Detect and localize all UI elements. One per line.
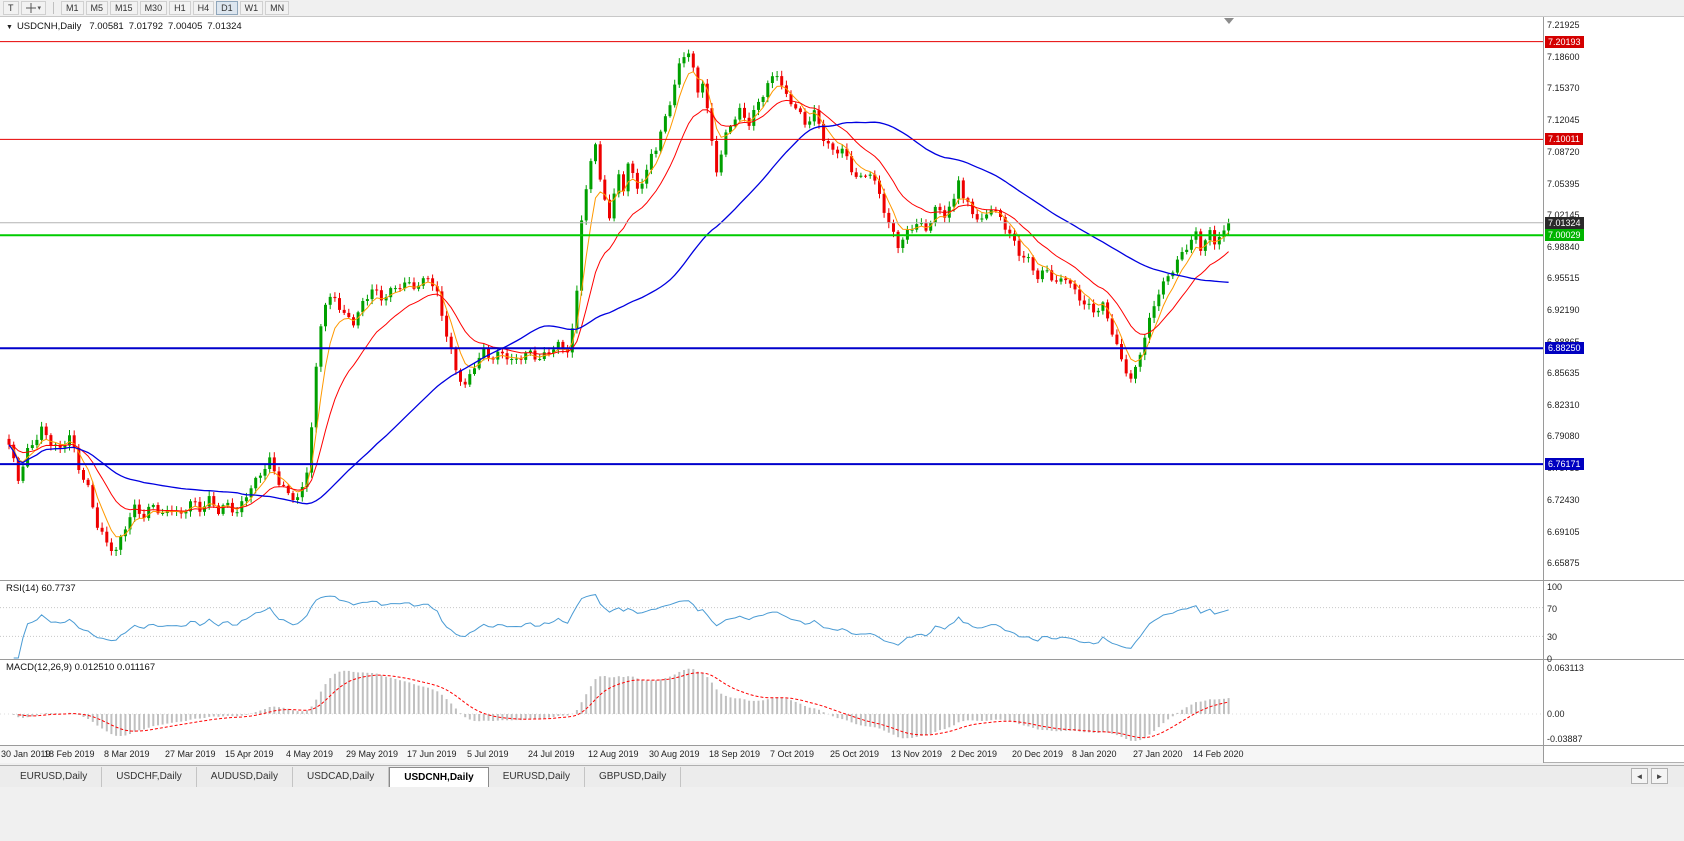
chart-title: ▼ USDCNH,Daily 7.00581 7.01792 7.00405 7.0132… (6, 21, 247, 32)
time-axis-label: 2 Dec 2019 (951, 749, 998, 759)
timeframe-button-m5[interactable]: M5 (85, 1, 109, 15)
chart-symbol: USDCNH,Daily (16, 21, 82, 32)
timeframe-button-m30[interactable]: M30 (139, 1, 168, 15)
price-axis-label: 6.98840 (1547, 242, 1580, 252)
tab-eurusd-daily[interactable]: EURUSD,Daily (6, 767, 103, 787)
tab-audusd-daily[interactable]: AUDUSD,Daily (196, 767, 294, 787)
time-axis-label: 27 Mar 2019 (165, 749, 216, 759)
time-axis-label: 20 Dec 2019 (1012, 749, 1064, 759)
price-badge-resistance-lower: 7.10011 (1545, 133, 1583, 145)
time-axis-label: 25 Oct 2019 (830, 749, 880, 759)
timeframe-button-h4[interactable]: H4 (192, 1, 215, 15)
chart-collapse-icon: ▼ (6, 24, 13, 31)
ohlc-open: 7.00581 (89, 21, 124, 32)
chart-area[interactable]: ▼ USDCNH,Daily 7.00581 7.01792 7.00405 7.0132… (0, 17, 1684, 763)
price-badge-support-blue-lower: 6.76171 (1545, 458, 1584, 470)
time-axis-label: 18 Sep 2019 (709, 749, 761, 759)
macd-axis-label: 0.00 (1547, 709, 1565, 719)
crosshair-icon (25, 3, 36, 13)
rsi-axis-label: 100 (1547, 582, 1563, 592)
time-axis-label: 12 Aug 2019 (588, 749, 639, 759)
price-axis-label: 7.12045 (1547, 115, 1580, 125)
timeframe-button-h1[interactable]: H1 (169, 1, 191, 15)
rsi-axis-label: 30 (1547, 632, 1558, 642)
price-axis-label: 6.85635 (1547, 368, 1580, 378)
chart-canvas[interactable] (0, 17, 1684, 763)
price-badge-support-green: 7.00029 (1545, 229, 1584, 241)
timeframe-toolbar: M1 M5 M15 M30 H1 H4 D1 W1 MN (61, 1, 290, 15)
price-axis-label: 6.95515 (1547, 273, 1580, 283)
price-axis-label: 6.69105 (1547, 527, 1580, 537)
chart-shift-marker-icon (1224, 18, 1234, 24)
time-axis-label: 5 Jul 2019 (467, 749, 509, 759)
toolbar-separator (53, 2, 55, 14)
price-axis-label: 7.08720 (1547, 147, 1580, 157)
price-axis-label: 7.21925 (1547, 20, 1580, 30)
time-axis-label: 24 Jul 2019 (528, 749, 575, 759)
price-axis-label: 7.18600 (1547, 52, 1580, 62)
ohlc-close: 7.01324 (207, 21, 242, 32)
price-axis-label: 6.79080 (1547, 431, 1580, 441)
time-axis-label: 8 Mar 2019 (104, 749, 150, 759)
time-axis-label: 17 Jun 2019 (407, 749, 457, 759)
rsi-axis-label: 70 (1547, 604, 1558, 614)
tab-usdchf-daily[interactable]: USDCHF,Daily (102, 767, 197, 787)
time-axis-label: 27 Jan 2020 (1133, 749, 1183, 759)
price-axis-label: 6.82310 (1547, 400, 1580, 410)
time-axis-label: 13 Nov 2019 (891, 749, 943, 759)
price-axis-label: 7.15370 (1547, 83, 1580, 93)
price-axis[interactable]: 7.21925 7.18600 7.15370 7.12045 7.08720 7.053… (1543, 17, 1684, 763)
time-axis-label: 30 Aug 2019 (649, 749, 700, 759)
rsi-indicator-label: RSI(14) 60.7737 (6, 583, 76, 594)
tab-scroll-arrows: ◄ ► (1631, 768, 1668, 784)
price-axis-label: 6.92190 (1547, 305, 1580, 315)
tab-scroll-right-button[interactable]: ► (1651, 768, 1668, 784)
price-badge-resistance-upper: 7.20193 (1545, 36, 1584, 48)
macd-indicator-label: MACD(12,26,9) 0.012510 0.011167 (6, 662, 156, 673)
time-axis-label: 15 Apr 2019 (225, 749, 274, 759)
price-badge-support-blue-upper: 6.88250 (1545, 342, 1584, 354)
top-toolbar: T ▾ M1 M5 M15 M30 H1 H4 D1 W1 MN (0, 0, 1684, 17)
cursor-tool-button[interactable]: ▾ (20, 1, 47, 15)
time-axis-label: 29 May 2019 (346, 749, 399, 759)
tab-usdcnh-daily[interactable]: USDCNH,Daily (389, 767, 489, 787)
tab-usdcad-daily[interactable]: USDCAD,Daily (293, 767, 390, 787)
text-tool-button[interactable]: T (3, 1, 19, 15)
ohlc-low: 7.00405 (168, 21, 203, 32)
timeframe-button-m1[interactable]: M1 (61, 1, 84, 15)
time-axis[interactable]: 30 Jan 2019 18 Feb 2019 8 Mar 2019 27 Mar 2… (0, 746, 1543, 763)
tab-eurusd-daily[interactable]: EURUSD,Daily (488, 767, 585, 787)
timeframe-button-w1[interactable]: W1 (239, 1, 264, 15)
tab-scroll-left-button[interactable]: ◄ (1631, 768, 1648, 784)
time-axis-label: 8 Jan 2020 (1072, 749, 1117, 759)
chart-tab-bar: EURUSD,Daily USDCHF,Daily AUDUSD,Daily USDC… (0, 765, 1684, 787)
time-axis-label: 7 Oct 2019 (770, 749, 815, 759)
price-axis-label: 6.65875 (1547, 558, 1580, 568)
price-badge-current-price: 7.01324 (1545, 217, 1584, 229)
chevron-down-icon: ▾ (37, 4, 42, 12)
time-axis-label: 18 Feb 2019 (44, 749, 95, 759)
timeframe-button-d1[interactable]: D1 (216, 1, 238, 15)
time-axis-label: 30 Jan 2019 (1, 749, 51, 759)
macd-axis-label: -0.03887 (1547, 734, 1583, 744)
price-axis-label: 7.05395 (1547, 179, 1580, 189)
tab-gbpusd-daily[interactable]: GBPUSD,Daily (584, 767, 682, 787)
chart-tabs: EURUSD,Daily USDCHF,Daily AUDUSD,Daily USDC… (0, 766, 1684, 787)
price-axis-label: 6.72430 (1547, 495, 1580, 505)
macd-axis-label: 0.063113 (1547, 663, 1584, 673)
timeframe-button-mn[interactable]: MN (265, 1, 290, 15)
ohlc-high: 7.01792 (128, 21, 164, 32)
time-axis-label: 4 May 2019 (286, 749, 334, 759)
price-axis-label: 7.02145 (1547, 210, 1580, 220)
timeframe-button-m15[interactable]: M15 (110, 1, 138, 15)
rsi-axis-label: 0 (1547, 654, 1553, 664)
time-axis-label: 14 Feb 2020 (1193, 749, 1244, 759)
